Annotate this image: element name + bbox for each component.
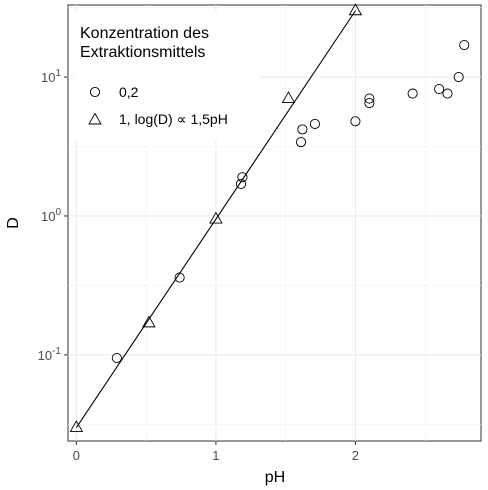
fit-line-group (75, 10, 356, 428)
data-point-circle (434, 83, 445, 95)
data-point-circle (309, 118, 321, 129)
data-point-triangle (142, 315, 156, 328)
data-point-circle (364, 97, 375, 109)
x-axis-title: pH (265, 469, 285, 486)
data-point-circle (235, 178, 247, 189)
data-point-triangle (209, 211, 223, 224)
x-axis: 0 1 2 (73, 441, 359, 463)
data-point-circle (111, 352, 122, 364)
x-tick-label: 0 (73, 448, 80, 463)
y-tick-base: 10 (38, 348, 52, 363)
legend-label: 1, log(D) ∝ 1,5pH (119, 111, 228, 127)
y-tick-exponent: 1 (55, 68, 61, 79)
y-tick-label: 101 (41, 68, 61, 85)
y-tick-label: 10-1 (38, 346, 62, 363)
data-point-circle (459, 39, 470, 51)
data-point-circle (364, 93, 375, 104)
legend: Konzentration des Extraktionsmittels 0,2 1,… (74, 12, 260, 140)
data-point-triangle (348, 3, 363, 16)
legend-title: Konzentration des (80, 25, 209, 42)
y-tick-label: 100 (41, 207, 61, 224)
y-tick-exponent: -1 (52, 346, 61, 357)
fit-line (75, 10, 356, 428)
data-point-circle (297, 124, 308, 135)
data-point-circle (407, 88, 418, 99)
legend-label: 0,2 (119, 84, 139, 100)
data-point-circle (237, 172, 248, 183)
x-tick-label: 1 (212, 448, 219, 463)
legend-key-circle (89, 86, 101, 98)
x-tick-label: 2 (352, 448, 359, 463)
legend-key-triangle (88, 112, 102, 125)
data-point-circle (442, 88, 453, 99)
y-tick-base: 10 (41, 70, 55, 85)
data-point-circle (350, 116, 361, 127)
y-tick-base: 10 (41, 209, 55, 224)
legend-background (74, 12, 260, 140)
y-tick-exponent: 0 (55, 207, 61, 218)
data-point-circle (295, 137, 307, 148)
data-point-triangle (281, 91, 296, 103)
y-axis-title: D (5, 217, 22, 229)
legend-title: Extraktionsmittels (80, 44, 205, 61)
data-point-circle (174, 272, 185, 283)
data-points (69, 3, 470, 432)
data-point-circle (453, 71, 464, 83)
data-point-triangle (69, 420, 84, 432)
